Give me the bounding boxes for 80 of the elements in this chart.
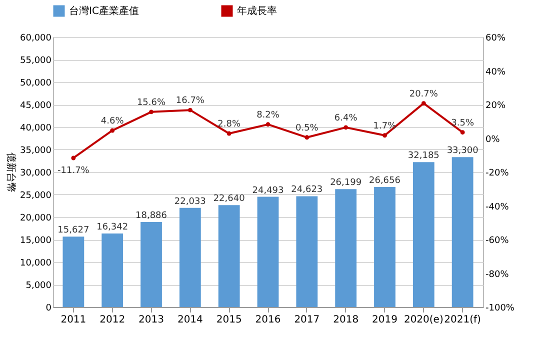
y-tick-label: 25,000 [20, 191, 52, 201]
y-tick-label: 50,000 [20, 78, 52, 88]
data-label: 1.7% [373, 121, 397, 132]
point [110, 128, 115, 133]
data-label: 24,493 [252, 186, 284, 196]
y-tick-label: 45,000 [20, 101, 52, 111]
point [421, 101, 426, 106]
data-label: 4.6% [100, 116, 124, 126]
y2-tick-label: -40% [486, 202, 510, 212]
data-label: 15.6% [136, 98, 166, 108]
point [382, 133, 387, 138]
x-tick-label: 2011 [60, 314, 86, 326]
bar [374, 187, 396, 307]
data-label: 16.7% [176, 96, 205, 106]
x-tick-label: 2014 [177, 314, 203, 326]
y-axis-title: 億新台幣 [5, 152, 18, 192]
bar [296, 196, 318, 307]
data-label: 2.8% [218, 120, 241, 130]
x-tick-label: 2012 [100, 314, 126, 326]
data-label: 8.2% [256, 110, 280, 120]
y2-tick-label: -20% [486, 168, 510, 178]
bar [218, 205, 240, 307]
y-tick-label: 60,000 [20, 34, 52, 44]
data-label: 32,185 [408, 151, 440, 162]
point [188, 108, 192, 112]
data-label: 15,627 [58, 226, 90, 236]
y-tick-label: 5,000 [26, 281, 52, 291]
x-tick-label: 2015 [216, 314, 242, 326]
data-label: 26,656 [368, 176, 401, 186]
y-tick-label: 55,000 [20, 56, 52, 66]
y2-tick-label: -100% [486, 304, 515, 314]
x-tick-label: 2017 [294, 314, 320, 326]
point [149, 110, 154, 114]
bar [452, 157, 474, 307]
point [71, 156, 76, 160]
y-tick-label: 40,000 [20, 124, 52, 134]
point [304, 135, 310, 140]
point [266, 122, 270, 127]
x-tick-label: 2021(f) [444, 314, 482, 326]
data-label: 22,033 [174, 196, 206, 207]
point [460, 130, 465, 135]
data-label: 22,640 [213, 194, 246, 204]
data-label: 3.5% [451, 118, 474, 128]
y-tick-label: 20,000 [20, 214, 52, 224]
bar [412, 162, 434, 307]
x-tick-label: 2020(e) [404, 314, 444, 326]
data-label: 26,199 [330, 178, 362, 188]
data-label: 20.7% [409, 89, 438, 100]
point [344, 125, 348, 130]
y-tick-label: 10,000 [20, 258, 52, 268]
data-label: 0.5% [295, 123, 319, 134]
y2-tick-label: 20% [486, 101, 506, 111]
bar [102, 233, 124, 307]
data-label: -11.7% [58, 166, 90, 176]
point [226, 131, 232, 136]
y-tick-label: 35,000 [20, 146, 52, 156]
y-tick-label: 30,000 [20, 168, 52, 178]
x-tick-label: 2019 [372, 314, 398, 326]
y2-tick-label: 0% [486, 134, 500, 145]
y2-tick-label: -80% [486, 270, 510, 280]
y2-tick-label: -60% [486, 236, 510, 246]
bar [257, 196, 279, 307]
data-label: 16,342 [96, 222, 128, 232]
data-label: 6.4% [334, 113, 358, 124]
data-label: 24,623 [291, 185, 323, 196]
y2-tick-label: 40% [486, 67, 506, 78]
y-tick-label: 15,000 [20, 236, 52, 246]
x-tick-label: 2016 [255, 314, 281, 326]
x-tick-label: 2018 [333, 314, 359, 326]
bar [62, 236, 84, 307]
y2-tick-label: 60% [486, 34, 506, 44]
data-label: 18,886 [136, 211, 168, 222]
bar [140, 222, 162, 307]
bar [335, 189, 357, 307]
y-tick-label: 0 [46, 304, 52, 314]
legend-label: 台灣IC產業產值 [69, 5, 139, 17]
legend-label: 年成長率 [237, 5, 277, 17]
bar [179, 208, 201, 307]
x-tick-label: 2013 [138, 314, 164, 326]
data-label: 33,300 [446, 146, 479, 156]
